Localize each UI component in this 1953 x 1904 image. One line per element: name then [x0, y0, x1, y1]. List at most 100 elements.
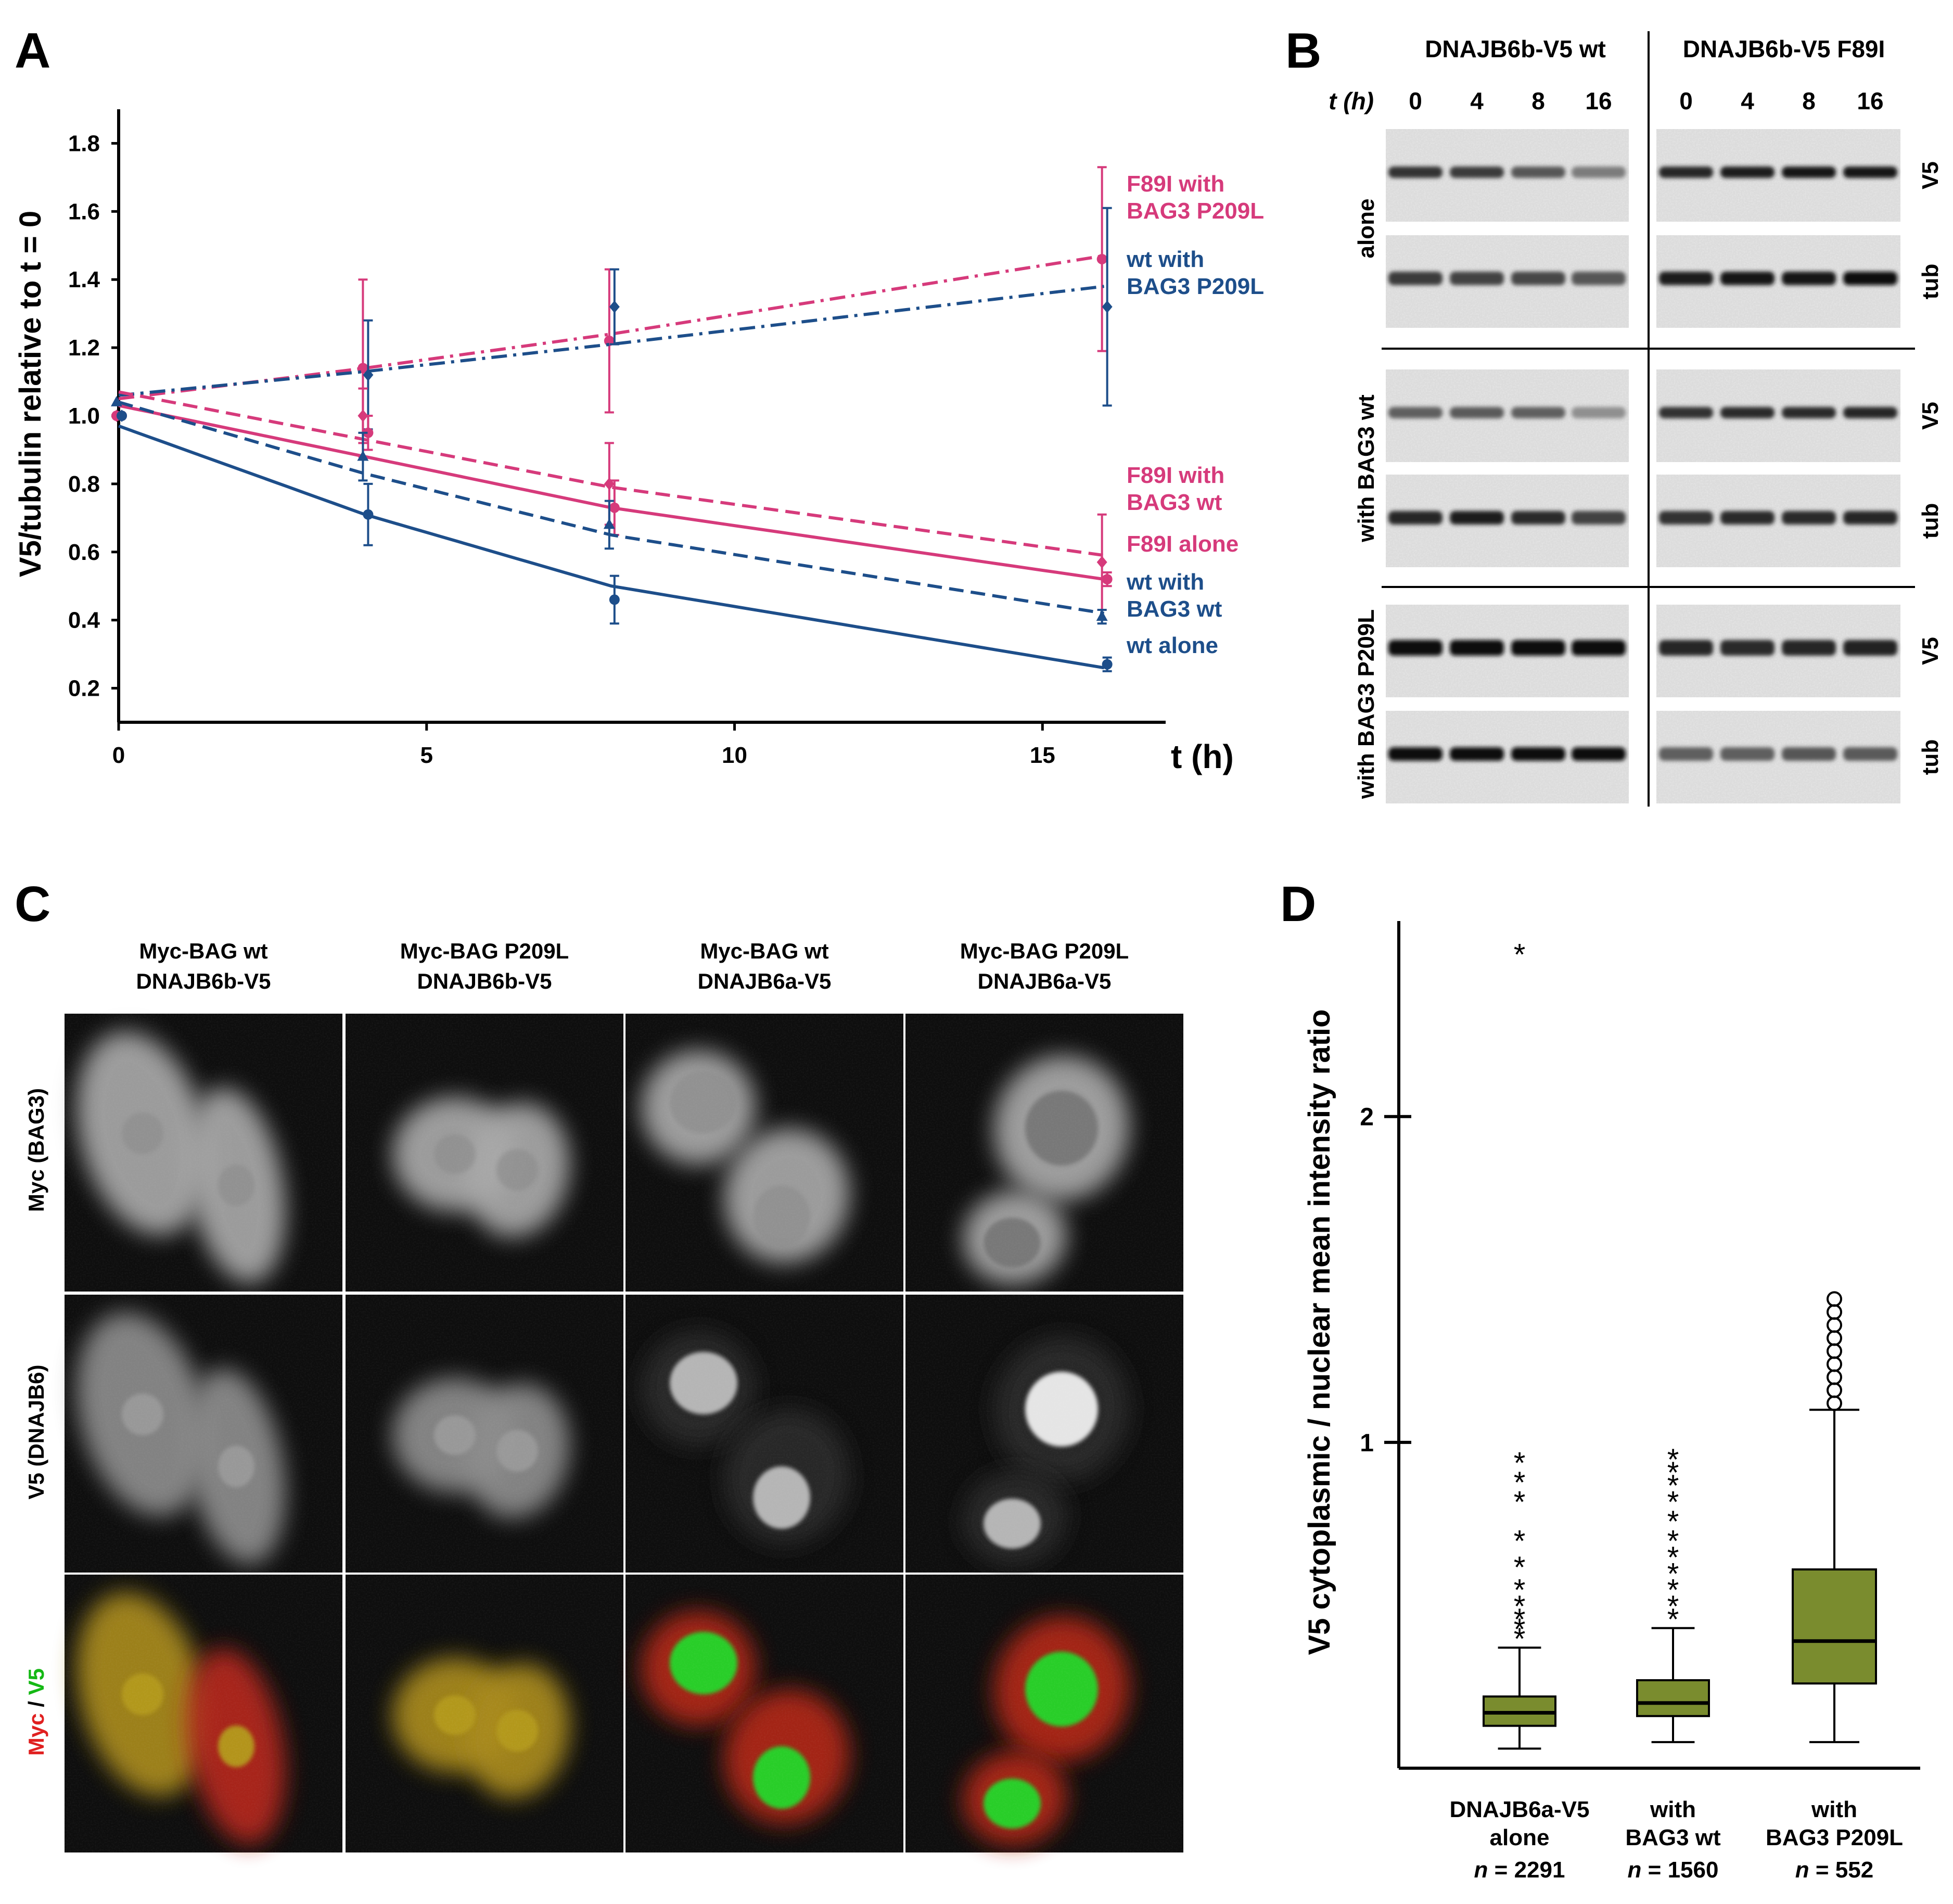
outlier: *	[1514, 1613, 1526, 1646]
panel-b-time-labels: 0 4 8 16 0 4 8 16	[1409, 87, 1883, 114]
blot-band	[1388, 511, 1443, 525]
panel-b-row-labels: V5 tub alone V5 tub with BAG3 wt V5 tub with BAG…	[1354, 161, 1943, 799]
outlier: *	[1514, 1486, 1526, 1519]
blot-band	[1511, 272, 1565, 285]
data-point	[1096, 610, 1108, 621]
micrograph-tile	[905, 1575, 1183, 1852]
box-0: ***********	[1483, 938, 1556, 1750]
time-label: 4	[1741, 87, 1754, 114]
panel-c-micrographs	[65, 1014, 1183, 1852]
micrograph-tile	[905, 1295, 1183, 1573]
blot-band	[1659, 407, 1713, 418]
blot-band	[1843, 511, 1897, 525]
outlier: *	[1667, 1525, 1679, 1558]
blot-band	[1388, 747, 1443, 761]
blot-band	[1388, 167, 1443, 178]
blot-band	[1450, 272, 1504, 285]
blot-band	[1450, 640, 1504, 656]
panel-d-letter: D	[1280, 876, 1316, 932]
panel-b-time-label: t (h)	[1329, 87, 1374, 114]
column-header-line2: DNAJB6b-V5	[417, 969, 552, 993]
outlier: *	[1514, 1525, 1526, 1558]
category-n-symbol: n	[1628, 1857, 1642, 1883]
tile-noise	[905, 1014, 1183, 1292]
panel-c-row-label-merge: Myc / V5	[24, 1668, 48, 1756]
series-line	[118, 285, 1104, 397]
outlier: *	[1667, 1590, 1679, 1624]
column-header-line1: Myc-BAG P209L	[400, 939, 569, 963]
panel-b-group-wt: DNAJB6b-V5 wt	[1425, 35, 1606, 62]
series-label: F89I alone	[1127, 531, 1239, 557]
category-n-symbol: n	[1474, 1857, 1488, 1883]
series-label: wt with	[1126, 247, 1204, 272]
blot-strip	[1656, 129, 1900, 222]
outlier	[1827, 1304, 1842, 1320]
outlier: *	[1667, 1574, 1679, 1607]
series-label: F89I with	[1127, 171, 1224, 197]
blot-strip	[1656, 369, 1900, 462]
blot-band	[1450, 407, 1504, 418]
outlier: *	[1514, 1551, 1526, 1584]
outlier: *	[1514, 1590, 1526, 1624]
column-header-line1: Myc-BAG wt	[700, 939, 828, 963]
blot-band	[1511, 511, 1565, 525]
category-n-symbol: n	[1795, 1857, 1809, 1883]
category-label-line2: BAG3 wt	[1625, 1825, 1721, 1850]
box-1: ***********	[1636, 1443, 1710, 1743]
series-line	[118, 400, 1105, 615]
blot-band	[1720, 747, 1775, 761]
blot-band	[1843, 272, 1897, 285]
series-label: wt with	[1126, 569, 1204, 595]
data-point	[603, 518, 615, 529]
series-wt-with-bag3-p209l	[117, 207, 1113, 431]
category-label-line1: with	[1811, 1797, 1857, 1822]
blot-band	[1782, 167, 1836, 178]
data-point	[609, 502, 620, 513]
data-point	[609, 594, 620, 605]
panel-a-x-axis-label: t (h)	[1171, 738, 1234, 775]
panel-b-group-f89i: DNAJB6b-V5 F89I	[1683, 35, 1885, 62]
band-label: tub	[1918, 264, 1943, 299]
blot-band	[1388, 272, 1443, 285]
x-tick-label: 15	[1030, 743, 1055, 768]
panel-c-letter: C	[15, 876, 50, 932]
outlier: *	[1514, 1466, 1526, 1500]
column-header-line2: DNAJB6b-V5	[136, 969, 271, 993]
tile-noise	[905, 1575, 1183, 1852]
series-line	[118, 390, 1105, 557]
series-f89i-with-bag3-p209l	[111, 166, 1107, 458]
outlier: *	[1514, 1446, 1526, 1480]
category-label-line2: alone	[1490, 1825, 1550, 1850]
column-header-line1: Myc-BAG wt	[139, 939, 267, 963]
data-point	[609, 300, 620, 313]
y-tick-label: 1.2	[68, 335, 100, 361]
micrograph-tile	[346, 1014, 623, 1292]
tile-noise	[346, 1575, 623, 1852]
outlier: *	[1667, 1456, 1679, 1490]
tile-noise	[905, 1295, 1183, 1573]
series-label: BAG3 wt	[1127, 490, 1222, 515]
blot-band	[1450, 511, 1504, 525]
y-tick-label: 1	[1360, 1429, 1374, 1457]
panel-d-y-ticks: 12	[1360, 1104, 1411, 1457]
series-f89i-alone	[117, 404, 1113, 587]
merge-label-myc: Myc	[24, 1713, 48, 1756]
outlier: *	[1667, 1486, 1679, 1519]
series-line	[118, 424, 1105, 670]
micrograph-tile	[65, 1014, 342, 1292]
micrograph-tile	[346, 1575, 623, 1852]
micrograph-tile	[626, 1575, 903, 1852]
series-label: F89I with	[1127, 463, 1224, 488]
band-label: V5	[1918, 402, 1943, 430]
blot-strip	[1656, 235, 1900, 328]
time-label: 0	[1679, 87, 1693, 114]
data-point	[357, 450, 369, 461]
x-tick-label: 10	[722, 743, 747, 768]
blot-band	[1388, 640, 1443, 656]
blot-band	[1843, 640, 1897, 656]
panel-a-series	[111, 166, 1113, 672]
blot-band	[1388, 407, 1443, 418]
